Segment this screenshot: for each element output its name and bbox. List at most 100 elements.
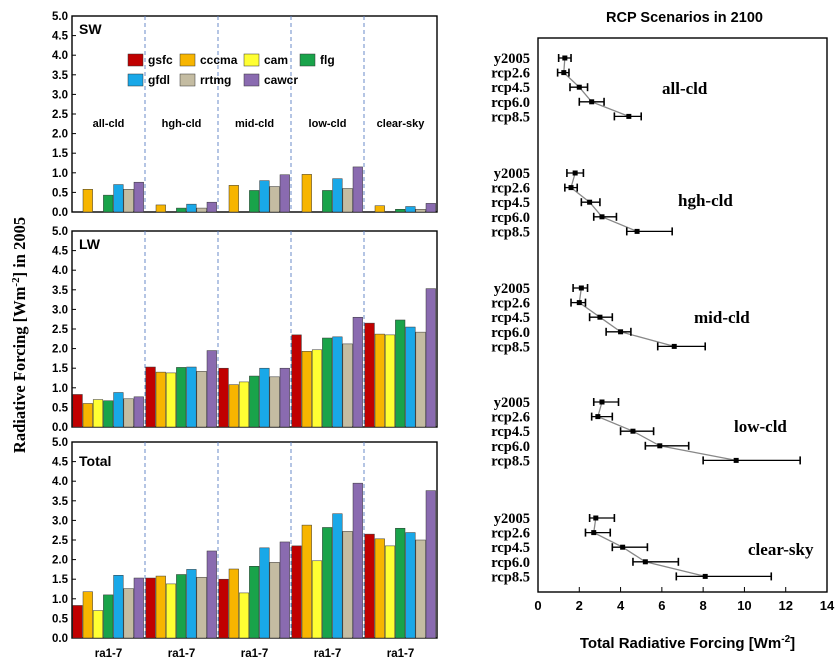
scenario-label: rcp8.5 (491, 453, 530, 469)
legend-label-gsfc: gsfc (148, 53, 173, 67)
y-tick-label: 4.0 (52, 476, 68, 488)
bar-flg (249, 566, 260, 639)
bar-gfdl (259, 547, 270, 639)
bar-rrtmg (123, 588, 134, 639)
bar-flg (176, 207, 187, 213)
legend-swatch-gfdl (127, 73, 144, 87)
bar-cccma (301, 174, 312, 213)
bar-gfdl (332, 178, 343, 213)
bar-cawcr (206, 201, 217, 213)
data-point (568, 185, 574, 191)
bar-cawcr (133, 396, 144, 428)
legend-label-gfdl: gfdl (148, 73, 170, 87)
data-point (642, 559, 648, 565)
y-tick-label: 3.5 (52, 70, 69, 82)
data-point (618, 329, 624, 335)
bar-gsfc (218, 578, 229, 639)
bar-cccma (82, 403, 93, 428)
bar-gfdl (186, 569, 197, 639)
bar-panels: 0.0 0.5 1.0 1.5 2.0 2.5 3.0 3.5 4.0 4.5 5.0 SW all-c… (52, 11, 438, 660)
x-tick-label: ra1-7 (241, 648, 269, 660)
bar-gsfc (145, 366, 156, 428)
scenario-label: rcp4.5 (491, 310, 530, 326)
y-tick-label: 1.0 (52, 594, 68, 606)
scenario-label: rcp8.5 (491, 224, 530, 240)
legend-swatch-flg (299, 53, 316, 67)
bar-cccma (82, 189, 93, 213)
bar-gfdl (186, 366, 197, 428)
panel-title: LW (79, 236, 101, 252)
x-tick-label: 0 (534, 598, 541, 613)
bar-cam (384, 545, 396, 639)
data-point (576, 300, 582, 306)
data-point (620, 544, 626, 550)
bar-gsfc (364, 533, 375, 639)
y-tick-label: 0.0 (52, 633, 68, 645)
group-label: clear-sky (377, 118, 426, 130)
legend-swatch-cccma (179, 53, 196, 67)
bar-gsfc (291, 545, 302, 639)
bar-cccma (228, 185, 239, 213)
y-tick-label: 1.5 (52, 574, 69, 586)
bar-cam (92, 610, 104, 639)
scenario-label: rcp6.0 (491, 439, 530, 455)
bar-flg (176, 367, 187, 428)
bar-cccma (82, 591, 93, 639)
legend-label-cawcr: cawcr (264, 73, 298, 87)
scenario-label: rcp8.5 (491, 339, 530, 355)
bar-cawcr (425, 288, 436, 428)
legend-swatch-rrtmg (179, 73, 196, 87)
y-tick-label: 4.5 (52, 31, 69, 43)
bar-rrtmg (342, 343, 353, 428)
x-tick-label: ra1-7 (95, 648, 123, 660)
scenario-label: rcp6.0 (491, 325, 530, 341)
bar-cawcr (352, 482, 363, 639)
scenario-label: rcp4.5 (491, 424, 530, 440)
bar-cam (238, 592, 250, 639)
bar-cawcr (206, 550, 217, 639)
scenario-label: rcp4.5 (491, 80, 530, 96)
panel-title: SW (79, 21, 102, 37)
data-point (578, 285, 584, 291)
x-axis-label-sup: -2 (781, 634, 790, 645)
x-tick-label: 4 (617, 598, 625, 613)
bar-gsfc (364, 322, 375, 428)
y-tick-label: 3.0 (52, 515, 68, 527)
x-tick-label: ra1-7 (387, 648, 415, 660)
bar-cam (384, 334, 396, 428)
y-tick-label: 0.0 (52, 207, 68, 219)
bar-rrtmg (415, 331, 426, 428)
bar-rrtmg (269, 562, 280, 639)
data-point (576, 84, 582, 90)
bar-cawcr (206, 350, 217, 428)
y-tick-label: 2.0 (52, 129, 68, 141)
y-tick-label: 2.5 (52, 109, 69, 121)
bar-rrtmg (342, 188, 353, 213)
legend-label-cam: cam (264, 53, 288, 67)
bar-cawcr (279, 367, 290, 428)
bar-flg (249, 375, 260, 428)
y-tick-label: 5.0 (52, 11, 68, 23)
bar-flg (103, 594, 114, 639)
data-point (593, 515, 599, 521)
data-point (562, 55, 568, 61)
bar-gfdl (259, 367, 270, 428)
data-point (634, 228, 640, 234)
y-tick-label: 2.0 (52, 555, 68, 567)
x-axis-label-main: Total Radiative Forcing [Wm (580, 635, 781, 652)
y-axis-label-tail: ] in 2005 (10, 217, 29, 278)
y-tick-label: 4.5 (52, 246, 69, 258)
bar-gfdl (405, 326, 416, 428)
bar-gfdl (259, 180, 270, 213)
bar-cccma (228, 384, 239, 428)
bar-flg (322, 337, 333, 428)
y-tick-label: 1.5 (52, 363, 69, 375)
scenario-label: y2005 (494, 395, 530, 411)
bar-rrtmg (196, 207, 207, 213)
scenario-label: y2005 (494, 166, 530, 182)
x-tick-label: 2 (576, 598, 583, 613)
data-point (702, 573, 708, 579)
data-point (561, 70, 567, 76)
group-label: hgh-cld (678, 191, 733, 210)
bar-rrtmg (415, 539, 426, 639)
